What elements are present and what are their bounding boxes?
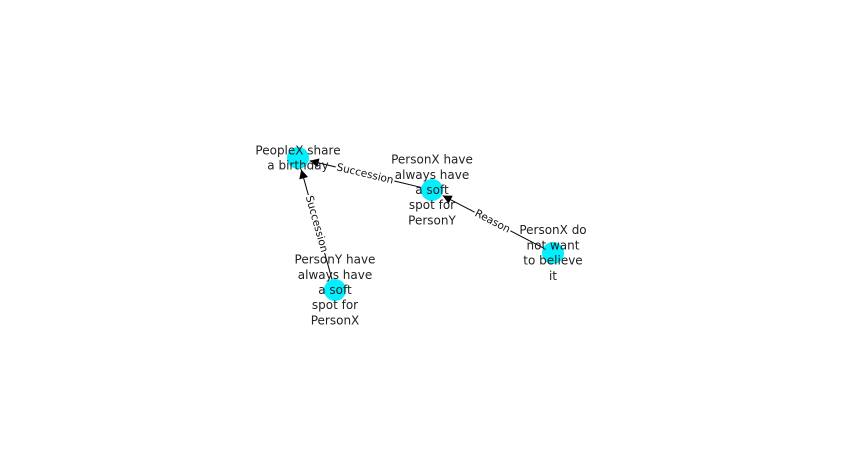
node-label-line: it	[549, 269, 557, 283]
edge-label-background	[471, 206, 514, 237]
node-label: PeopleX share a birthday	[255, 143, 340, 172]
node-label: PersonX do not want to believe it	[519, 223, 586, 283]
graph-node	[421, 179, 443, 201]
nodes-layer	[287, 147, 564, 301]
node-label-line: always have	[395, 168, 469, 182]
edge-label: Reason	[473, 207, 512, 235]
node-label-line: to believe	[523, 254, 582, 268]
node-label-line: PersonY have	[295, 253, 376, 267]
node-label-line: not want	[527, 238, 580, 252]
edge-label: Succession	[303, 194, 330, 253]
node-label-line: a soft	[415, 183, 449, 197]
edge-label-group: Reason	[471, 206, 514, 237]
node-label-line: spot for	[312, 298, 358, 312]
edge-label-background	[302, 193, 331, 255]
node-label-line: spot for	[409, 198, 455, 212]
graph-node	[287, 147, 309, 169]
graph-node	[542, 242, 564, 264]
edge-label-group: Succession	[334, 161, 396, 187]
edge-label-background	[334, 161, 396, 187]
node-label-line: a birthday	[267, 159, 328, 173]
node-label: PersonX have always have a soft spot for Per…	[391, 153, 473, 228]
node-label-line: always have	[298, 268, 372, 282]
node-label-line: a soft	[318, 283, 352, 297]
node-label: PersonY have always have a soft spot for Per…	[295, 253, 376, 328]
graph-node	[324, 279, 346, 301]
edge-label-group: Succession	[302, 193, 331, 255]
node-label-line: PeopleX share	[255, 143, 340, 157]
node-label-line: PersonX have	[391, 153, 473, 167]
node-label-line: PersonX	[311, 313, 360, 327]
node-label-line: PersonX do	[519, 223, 586, 237]
node-label-line: PersonY	[408, 213, 456, 227]
edge-label: Succession	[335, 161, 394, 186]
